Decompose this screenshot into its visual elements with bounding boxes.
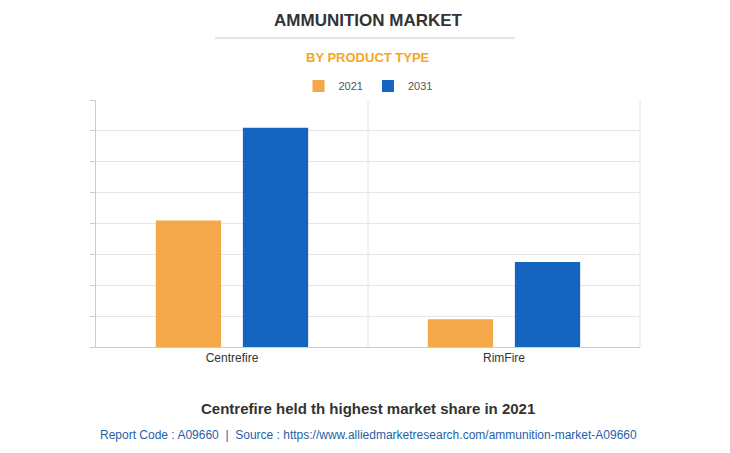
svg-text:Centrefire: Centrefire [206,351,259,365]
svg-text:AMMUNITION MARKET: AMMUNITION MARKET [274,11,463,30]
svg-text:Report Code : A09660 | Sourc: Report Code : A09660 | Source : https://… [100,428,637,442]
svg-text:2031: 2031 [408,80,432,92]
svg-text:BY PRODUCT TYPE: BY PRODUCT TYPE [306,50,430,65]
svg-text:RimFire: RimFire [483,351,525,365]
svg-text:Centrefire held th highest mar: Centrefire held th highest market share … [201,400,535,417]
svg-text:2021: 2021 [339,80,363,92]
